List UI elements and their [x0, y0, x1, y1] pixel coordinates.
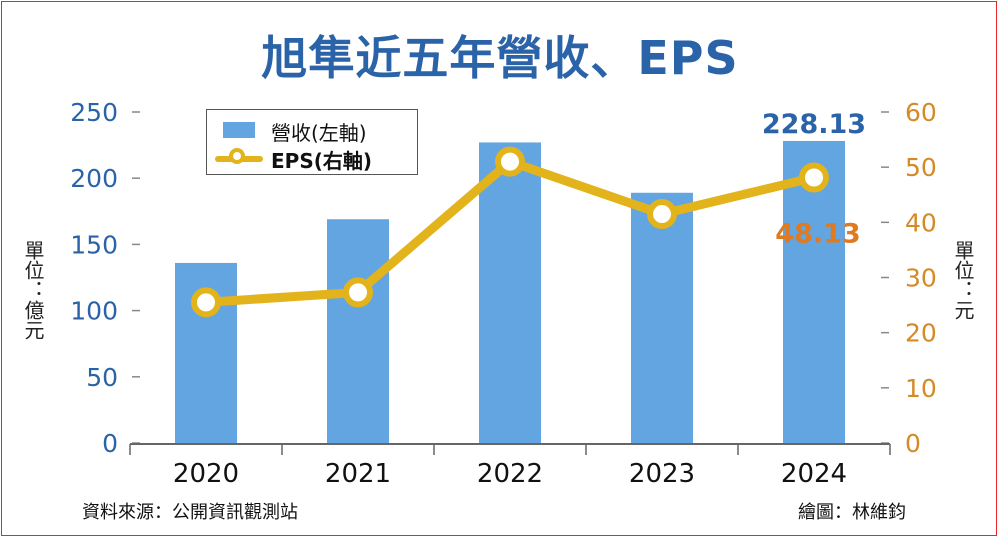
x-axis-category-label: 2020	[173, 459, 239, 489]
eps-point	[495, 146, 525, 177]
right-axis-unit-label: 單位：元	[951, 240, 975, 320]
left-axis-unit-label: 單位：億元	[21, 240, 45, 340]
left-axis-tick-label: 0	[102, 429, 118, 458]
revenue-bar	[631, 192, 693, 443]
revenue-2024-value-label: 228.13	[762, 109, 866, 140]
right-axis-tick-label: 50	[905, 153, 937, 182]
legend-label-eps: EPS(右軸)	[271, 149, 373, 173]
right-axis-tick-label: 20	[905, 319, 937, 348]
revenue-bar	[479, 142, 541, 443]
left-axis-tick-label: 150	[70, 230, 118, 259]
left-axis-tick-label: 100	[70, 297, 118, 326]
right-axis-tick-label: 60	[905, 98, 937, 127]
eps-point	[191, 287, 221, 318]
chart-title: 旭隼近五年營收、EPS	[261, 31, 739, 85]
credit-note: 繪圖：林維鈞	[798, 502, 906, 523]
eps-point	[343, 277, 373, 308]
right-axis-tick-label: 30	[905, 264, 937, 293]
legend-dot-swatch	[229, 148, 245, 164]
left-axis-tick-label: 50	[86, 363, 118, 392]
right-axis-tick-label: 10	[905, 374, 937, 403]
x-axis-category-label: 2021	[325, 459, 391, 489]
eps-point	[799, 162, 829, 193]
right-axis-tick-label: 40	[905, 208, 937, 237]
eps-2024-value-label: 48.13	[775, 218, 860, 249]
x-axis-category-label: 2022	[477, 459, 543, 489]
right-axis-tick-label: 0	[905, 429, 921, 458]
revenue-bar	[327, 219, 389, 443]
legend-bar-swatch	[223, 122, 255, 138]
left-axis-tick-label: 200	[70, 164, 118, 193]
x-axis-category-label: 2024	[781, 459, 847, 489]
left-axis-tick-label: 250	[70, 98, 118, 127]
legend: 營收(左軸) EPS(右軸)	[206, 109, 418, 175]
legend-label-revenue: 營收(左軸)	[271, 121, 367, 145]
legend-item-revenue: 營收(左軸)	[207, 115, 419, 145]
x-axis-category-label: 2023	[629, 459, 695, 489]
source-note: 資料來源：公開資訊觀測站	[82, 502, 298, 523]
eps-point	[647, 199, 677, 230]
legend-item-eps: EPS(右軸)	[207, 143, 419, 173]
